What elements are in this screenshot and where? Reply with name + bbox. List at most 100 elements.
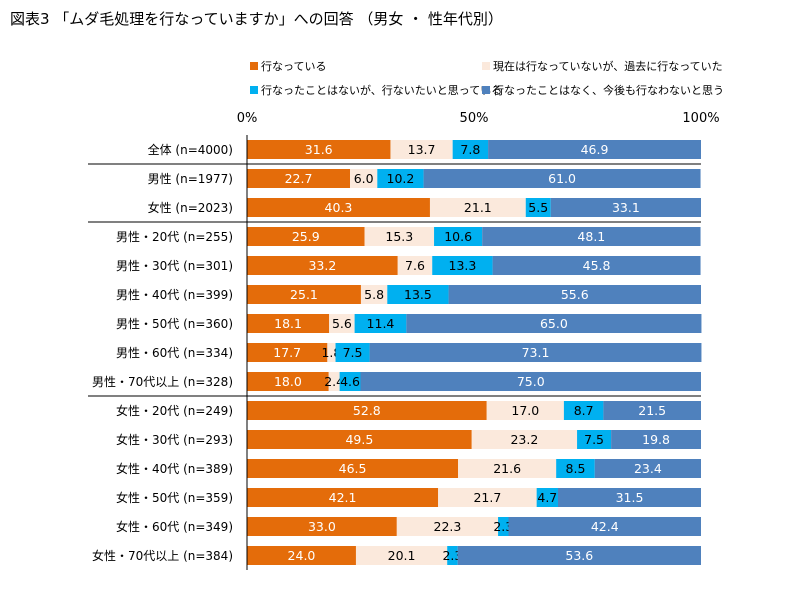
bar-value-label: 23.4 <box>634 461 662 476</box>
category-label: 女性・20代 (n=249) <box>116 403 233 418</box>
legend-swatch-past <box>482 62 490 70</box>
x-tick-label: 0% <box>237 111 258 126</box>
bar-segment <box>423 169 701 188</box>
bar-value-label: 33.2 <box>308 258 336 273</box>
bar-value-label: 40.3 <box>325 200 353 215</box>
bar-segment <box>247 401 487 420</box>
bar-segment <box>550 198 701 217</box>
category-label: 男性・20代 (n=255) <box>116 230 233 244</box>
bar-segment <box>369 343 702 362</box>
bar-segment <box>355 546 448 565</box>
bar-segment <box>458 459 557 478</box>
bar-value-label: 42.1 <box>329 490 357 505</box>
x-tick-label: 50% <box>460 111 489 126</box>
bar-segment <box>354 314 407 333</box>
bar-segment <box>360 372 701 391</box>
bar-value-label: 17.7 <box>273 345 301 360</box>
bar-segment <box>594 459 701 478</box>
category-label: 全体 (n=4000) <box>148 142 233 157</box>
bar-segment <box>247 430 472 449</box>
bar-value-label: 5.5 <box>528 200 548 215</box>
bar-value-label: 7.6 <box>405 258 425 273</box>
bar-value-label: 53.6 <box>565 548 593 563</box>
bar-segment <box>447 546 458 565</box>
bar-segment <box>611 430 701 449</box>
bar-value-label: 6.0 <box>354 171 374 186</box>
category-label: 男性 (n=1977) <box>148 172 233 186</box>
bar-value-label: 33.1 <box>612 200 640 215</box>
bar-value-label: 7.8 <box>460 142 480 157</box>
x-tick-label: 100% <box>682 111 719 126</box>
bar-value-label: 18.1 <box>274 316 302 331</box>
bar-value-label: 13.7 <box>408 142 436 157</box>
bar-value-label: 7.5 <box>584 432 604 447</box>
bar-segment <box>508 517 701 536</box>
legend-swatch-doing <box>250 62 258 70</box>
category-label: 女性・70代以上 (n=384) <box>92 548 233 563</box>
bar-segment <box>563 401 604 420</box>
bar-value-label: 42.4 <box>591 519 619 534</box>
bar-segment <box>603 401 701 420</box>
bar-segment <box>329 314 355 333</box>
bar-value-label: 10.6 <box>444 229 472 244</box>
legend-swatch-want <box>250 86 258 94</box>
bar-value-label: 11.4 <box>367 316 395 331</box>
bar-segment <box>557 488 701 507</box>
bar-value-label: 5.6 <box>332 316 352 331</box>
bar-segment <box>247 517 397 536</box>
bar-value-label: 4.7 <box>537 490 557 505</box>
bar-value-label: 23.2 <box>510 432 538 447</box>
bar-value-label: 13.5 <box>404 287 432 302</box>
bar-value-label: 21.6 <box>493 461 521 476</box>
bar-segment <box>406 314 702 333</box>
chart-title: 図表3 「ムダ毛処理を行なっていますか」への回答 （男女 ・ 性年代別） <box>10 10 503 28</box>
bar-segment <box>397 256 433 275</box>
legend-swatch-never <box>482 86 490 94</box>
bar-segment <box>247 343 328 362</box>
bar-value-label: 48.1 <box>577 229 605 244</box>
bar-segment <box>364 227 435 246</box>
bar-value-label: 46.9 <box>581 142 609 157</box>
bar-value-label: 15.3 <box>385 229 413 244</box>
bar-segment <box>492 256 701 275</box>
bar-segment <box>377 169 424 188</box>
bar-segment <box>438 488 537 507</box>
bar-value-label: 61.0 <box>548 171 576 186</box>
bar-segment <box>247 488 439 507</box>
bar-value-label: 65.0 <box>540 316 568 331</box>
bar-segment <box>471 430 578 449</box>
bar-value-label: 17.0 <box>511 403 539 418</box>
category-label: 男性・70代以上 (n=328) <box>92 375 233 389</box>
legend-label-past: 現在は行なっていないが、過去に行なっていた <box>493 60 723 73</box>
category-label: 男性・50代 (n=360) <box>116 317 233 331</box>
category-label: 女性・30代 (n=293) <box>116 432 233 447</box>
bar-value-label: 31.6 <box>305 142 333 157</box>
bar-segment <box>556 459 595 478</box>
bar-segment <box>328 372 340 391</box>
bar-value-label: 2.3 <box>442 548 462 563</box>
bar-value-label: 24.0 <box>288 548 316 563</box>
legend-label-doing: 行なっている <box>261 60 327 73</box>
bar-segment <box>247 198 430 217</box>
category-label: 男性・60代 (n=334) <box>116 346 233 360</box>
bar-segment <box>327 343 336 362</box>
bar-value-label: 25.1 <box>290 287 318 302</box>
bar-segment <box>434 227 483 246</box>
bar-segment <box>498 517 509 536</box>
bar-segment <box>429 198 526 217</box>
bar-value-label: 4.6 <box>340 374 360 389</box>
bar-value-label: 21.1 <box>464 200 492 215</box>
category-label: 女性・40代 (n=389) <box>116 461 233 476</box>
bar-segment <box>335 343 370 362</box>
bar-segment <box>396 517 499 536</box>
bar-segment <box>432 256 493 275</box>
bar-value-label: 22.3 <box>434 519 462 534</box>
bar-value-label: 5.8 <box>364 287 384 302</box>
bar-value-label: 10.2 <box>387 171 415 186</box>
bar-segment <box>247 285 361 304</box>
bar-segment <box>339 372 361 391</box>
legend-label-never: 行なったことはなく、今後も行なわないと思う <box>493 84 724 97</box>
bar-segment <box>387 285 449 304</box>
category-label: 女性・50代 (n=359) <box>116 490 233 505</box>
bar-value-label: 55.6 <box>561 287 589 302</box>
